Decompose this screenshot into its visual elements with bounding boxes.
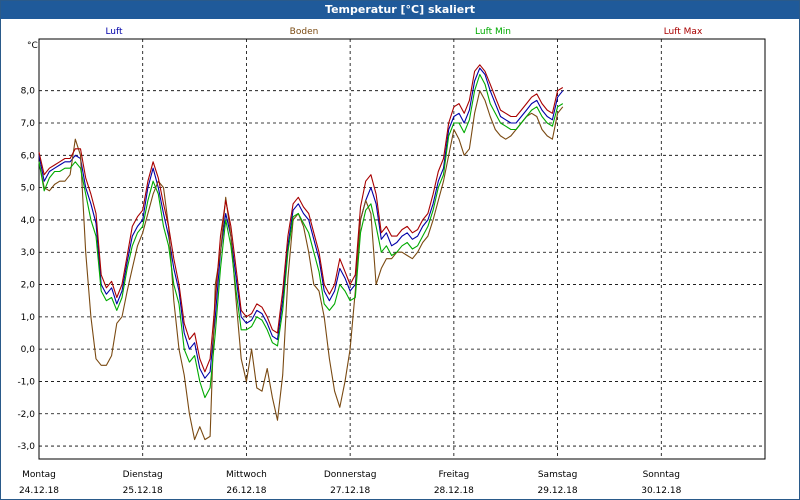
legend: Luft Boden Luft Min Luft Max xyxy=(105,27,703,37)
x-date-label: 26.12.18 xyxy=(226,486,266,496)
x-date-label: 29.12.18 xyxy=(538,486,578,496)
y-axis-label: °C xyxy=(27,41,38,51)
x-date-label: 30.12.18 xyxy=(641,486,681,496)
x-day-label: Montag xyxy=(22,470,56,480)
y-tick-label: 5,0 xyxy=(21,184,36,194)
y-tick-label: 4,0 xyxy=(21,216,36,226)
legend-item: Luft Min xyxy=(475,27,511,37)
x-date-label: 25.12.18 xyxy=(123,486,163,496)
series-line-2 xyxy=(38,90,564,441)
y-tick-label: 2,0 xyxy=(21,281,36,291)
y-tick-label: -3,0 xyxy=(17,442,35,452)
series-line-3 xyxy=(38,73,564,399)
legend-item: Luft Max xyxy=(664,27,703,37)
y-tick-label: -2,0 xyxy=(17,410,35,420)
y-tick-label: 1,0 xyxy=(21,313,36,323)
y-tick-label: 8,0 xyxy=(21,87,36,97)
x-day-label: Donnerstag xyxy=(324,470,377,480)
chart-title: Temperatur [°C] skaliert xyxy=(325,3,475,16)
x-axis: Montag 24.12.18 Dienstag 25.12.18 Mittwoch 26… xyxy=(19,470,682,496)
x-date-label: 24.12.18 xyxy=(19,486,59,496)
x-day-label: Sonntag xyxy=(643,470,680,480)
title-bar: Temperatur [°C] skaliert xyxy=(1,1,799,19)
plot-frame xyxy=(38,38,766,460)
x-day-label: Samstag xyxy=(538,470,577,480)
series-line-1 xyxy=(38,67,564,379)
legend-item: Luft xyxy=(105,27,123,37)
series-line-4 xyxy=(38,64,564,373)
legend-item: Boden xyxy=(290,27,319,37)
x-day-label: Mittwoch xyxy=(226,470,267,480)
y-axis: -3,0 -2,0 -1,0 0,0 1,0 2,0 3,0 4,0 5,0 6,0 7,0 8,0 xyxy=(17,87,35,452)
y-tick-label: -1,0 xyxy=(17,377,35,387)
x-date-label: 27.12.18 xyxy=(330,486,370,496)
y-tick-label: 0,0 xyxy=(21,345,36,355)
grid xyxy=(39,39,765,459)
x-day-label: Freitag xyxy=(438,470,469,480)
x-date-label: 28.12.18 xyxy=(434,486,474,496)
x-day-label: Dienstag xyxy=(123,470,163,480)
y-tick-label: 7,0 xyxy=(21,119,36,129)
y-tick-label: 3,0 xyxy=(21,248,36,258)
series xyxy=(38,64,564,441)
y-tick-label: 6,0 xyxy=(21,151,36,161)
